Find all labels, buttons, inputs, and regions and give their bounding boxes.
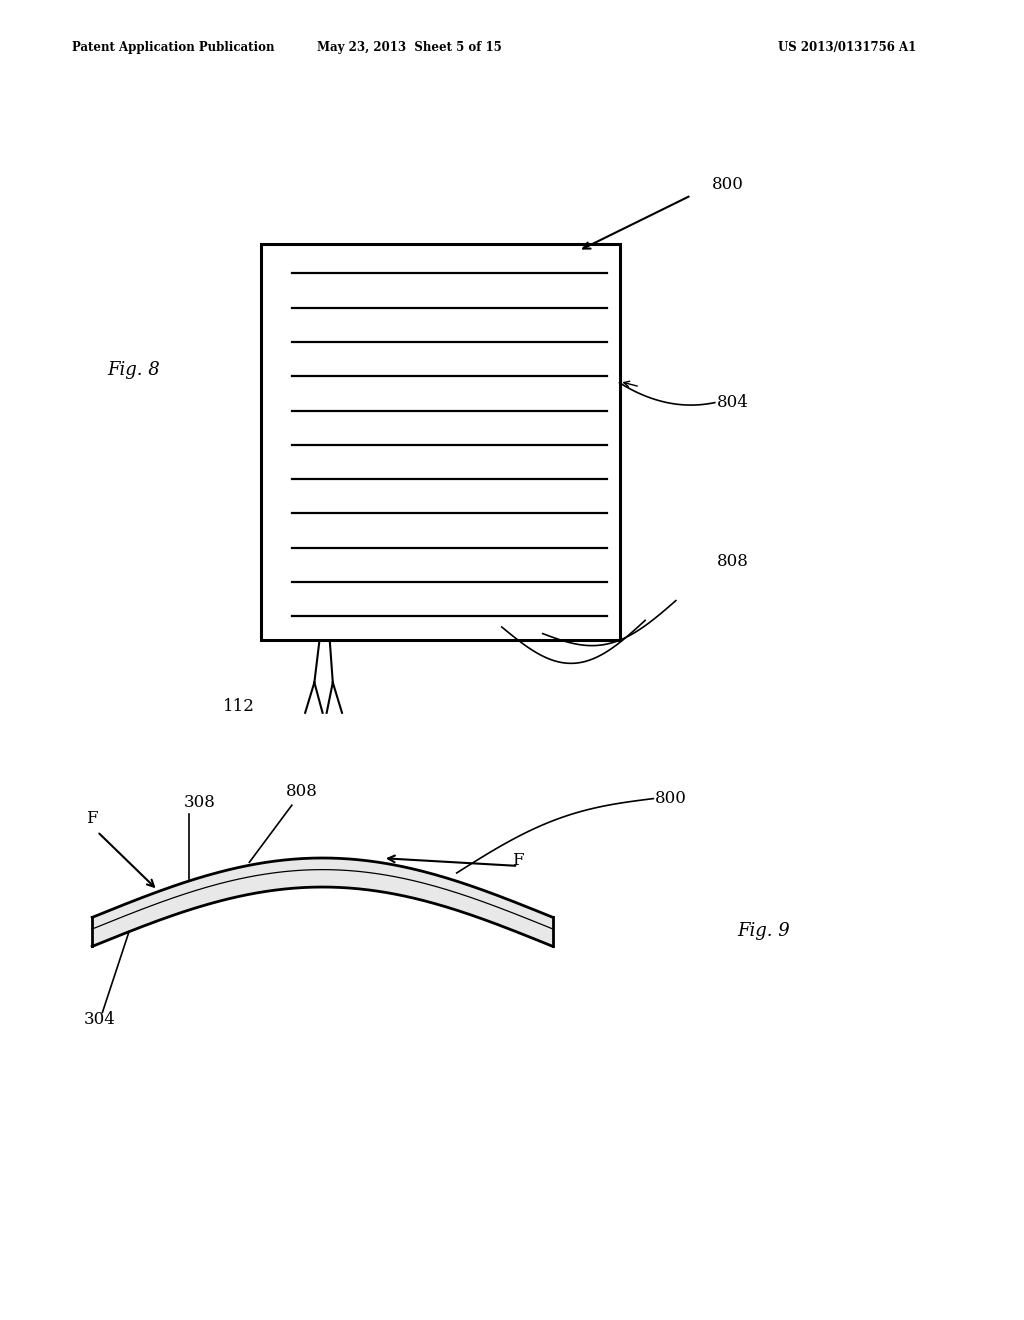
Text: 808: 808 xyxy=(717,553,749,569)
Polygon shape xyxy=(92,858,553,946)
Text: 804: 804 xyxy=(717,395,749,411)
Bar xyxy=(261,244,620,640)
Text: 800: 800 xyxy=(655,791,687,807)
Text: May 23, 2013  Sheet 5 of 15: May 23, 2013 Sheet 5 of 15 xyxy=(317,41,502,54)
Text: Fig. 9: Fig. 9 xyxy=(737,921,791,940)
Text: F: F xyxy=(512,853,523,869)
Text: F: F xyxy=(86,810,98,826)
Text: Patent Application Publication: Patent Application Publication xyxy=(72,41,274,54)
Text: 112: 112 xyxy=(223,698,255,714)
Text: US 2013/0131756 A1: US 2013/0131756 A1 xyxy=(778,41,916,54)
Text: 308: 308 xyxy=(183,795,216,810)
Text: 304: 304 xyxy=(84,1011,116,1027)
Text: 800: 800 xyxy=(712,177,743,193)
Text: Fig. 8: Fig. 8 xyxy=(108,360,161,379)
Text: 808: 808 xyxy=(286,784,318,800)
